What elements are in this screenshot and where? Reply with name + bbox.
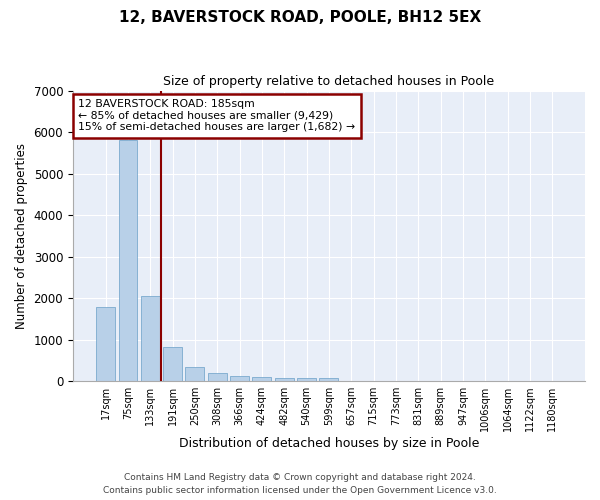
Bar <box>275 378 294 381</box>
Bar <box>119 140 137 381</box>
Bar <box>163 347 182 381</box>
Bar <box>185 367 205 381</box>
Bar <box>96 307 115 381</box>
Bar <box>319 378 338 381</box>
Bar <box>208 373 227 381</box>
Text: Contains HM Land Registry data © Crown copyright and database right 2024.
Contai: Contains HM Land Registry data © Crown c… <box>103 474 497 495</box>
Y-axis label: Number of detached properties: Number of detached properties <box>15 143 28 329</box>
Bar <box>297 378 316 381</box>
Title: Size of property relative to detached houses in Poole: Size of property relative to detached ho… <box>163 75 494 88</box>
Bar <box>141 296 160 381</box>
X-axis label: Distribution of detached houses by size in Poole: Distribution of detached houses by size … <box>179 437 479 450</box>
Text: 12, BAVERSTOCK ROAD, POOLE, BH12 5EX: 12, BAVERSTOCK ROAD, POOLE, BH12 5EX <box>119 10 481 25</box>
Text: 12 BAVERSTOCK ROAD: 185sqm
← 85% of detached houses are smaller (9,429)
15% of s: 12 BAVERSTOCK ROAD: 185sqm ← 85% of deta… <box>78 100 355 132</box>
Bar <box>230 376 249 381</box>
Bar <box>253 377 271 381</box>
